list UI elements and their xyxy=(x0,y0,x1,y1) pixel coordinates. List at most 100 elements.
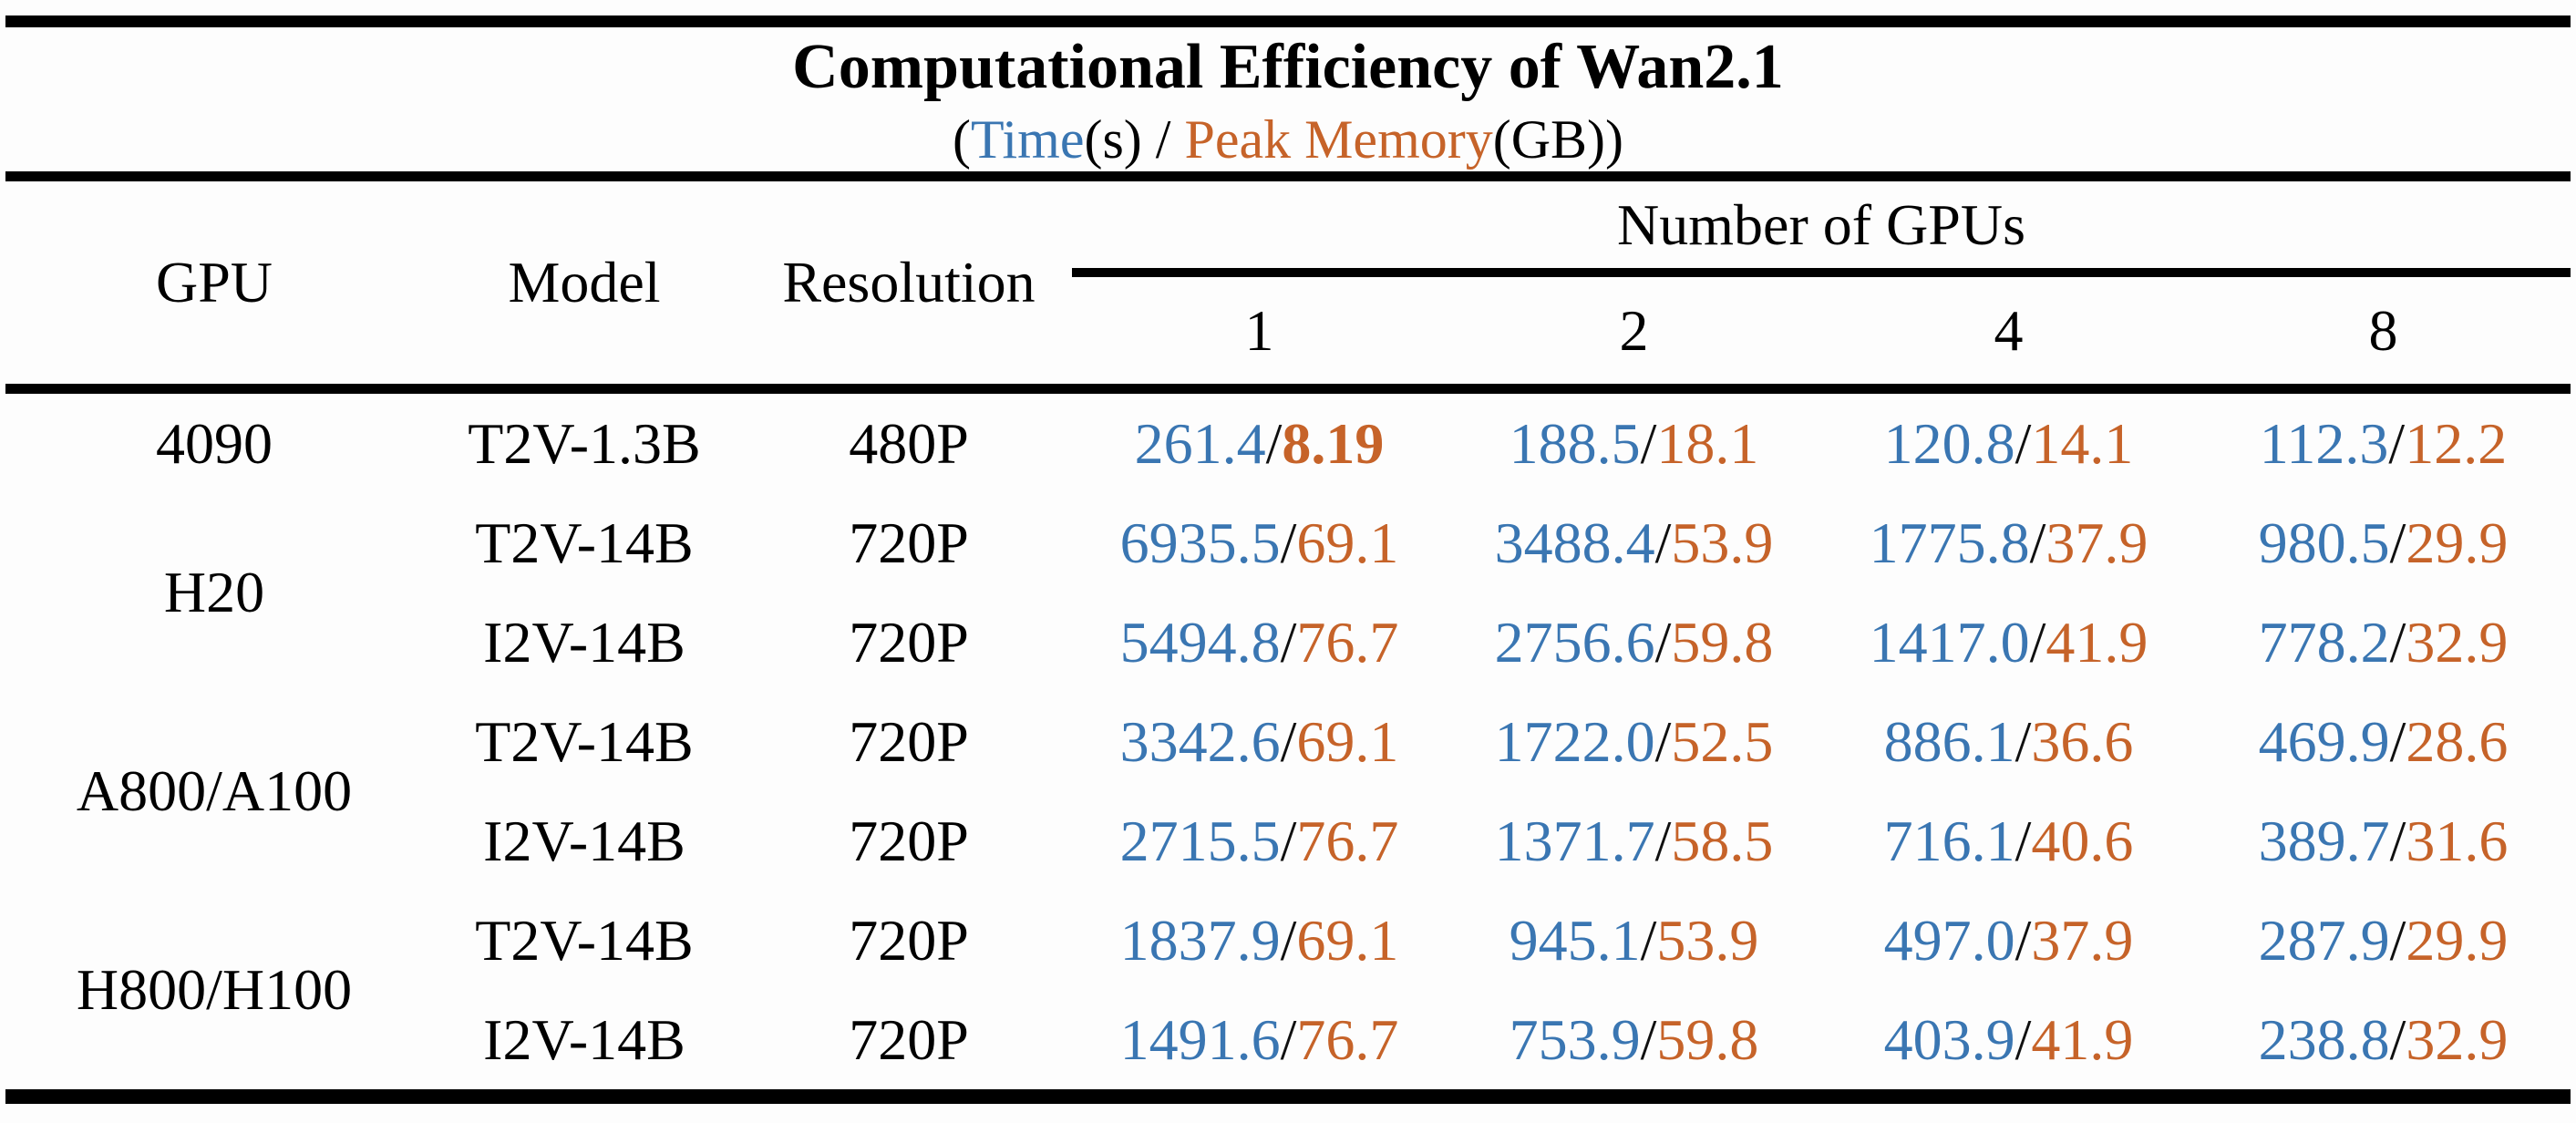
memory-value: 76.7 xyxy=(1296,609,1399,675)
subtitle-slash: / xyxy=(1141,109,1185,170)
efficiency-cell: 1417.0/41.9 xyxy=(1821,592,2196,692)
memory-value: 18.1 xyxy=(1656,410,1759,476)
time-value: 1775.8 xyxy=(1869,510,2030,575)
efficiency-cell: 716.1/40.6 xyxy=(1821,791,2196,891)
time-value: 238.8 xyxy=(2258,1006,2390,1072)
efficiency-cell: 2715.5/76.7 xyxy=(1072,791,1447,891)
efficiency-cell: 188.5/18.1 xyxy=(1447,394,1821,493)
time-value: 3342.6 xyxy=(1119,708,1281,774)
resolution-cell: 720P xyxy=(849,808,969,873)
value-separator: / xyxy=(2014,907,2032,973)
value-separator: / xyxy=(2014,410,2032,476)
memory-value: 29.9 xyxy=(2406,510,2509,575)
memory-value: 52.5 xyxy=(1671,708,1774,774)
time-value: 497.0 xyxy=(1883,907,2015,973)
gpu-cell: H800/H100 xyxy=(76,957,353,1022)
col-header-gpu: GPU xyxy=(155,250,273,314)
time-value: 469.9 xyxy=(2258,708,2390,774)
efficiency-cell: 112.3/12.2 xyxy=(2196,394,2571,493)
col-header-model: Model xyxy=(508,250,661,314)
efficiency-cell: 3488.4/53.9 xyxy=(1447,493,1821,592)
memory-value: 41.9 xyxy=(2045,609,2148,675)
col-header-gpus-8: 8 xyxy=(2368,297,2398,363)
time-value: 1417.0 xyxy=(1869,609,2030,675)
time-value: 980.5 xyxy=(2258,510,2390,575)
model-cell: I2V-14B xyxy=(483,1006,685,1072)
memory-value: 37.9 xyxy=(2031,907,2134,973)
memory-value: 58.5 xyxy=(1671,808,1774,873)
time-value: 778.2 xyxy=(2258,609,2390,675)
col-header-gpus-2: 2 xyxy=(1619,297,1649,363)
resolution-cell: 720P xyxy=(849,1006,969,1072)
time-value: 2756.6 xyxy=(1494,609,1655,675)
value-separator: / xyxy=(1654,510,1672,575)
time-value: 389.7 xyxy=(2258,808,2390,873)
memory-value: 29.9 xyxy=(2406,907,2509,973)
resolution-cell: 720P xyxy=(849,510,969,575)
table-row: 4090 T2V-1.3B 480P 261.4/8.19 188.5/18.1… xyxy=(5,394,2571,493)
table-rule-below-header xyxy=(5,384,2571,394)
memory-value: 32.9 xyxy=(2406,609,2509,675)
memory-value: 31.6 xyxy=(2406,808,2509,873)
time-value: 886.1 xyxy=(1883,708,2015,774)
memory-value: 40.6 xyxy=(2031,808,2134,873)
col-header-gpus-4: 4 xyxy=(1994,297,2024,363)
efficiency-cell: 238.8/32.9 xyxy=(2196,990,2571,1089)
value-separator: / xyxy=(1640,907,1657,973)
value-separator: / xyxy=(1280,808,1297,873)
value-separator: / xyxy=(1654,609,1672,675)
value-separator: / xyxy=(2389,708,2406,774)
value-separator: / xyxy=(1280,609,1297,675)
value-separator: / xyxy=(1280,1006,1297,1072)
header-table: GPU Model Resolution Number of GPUs 1 2 … xyxy=(5,181,2571,384)
memory-value: 69.1 xyxy=(1296,708,1399,774)
value-separator: / xyxy=(1280,708,1297,774)
time-value: 2715.5 xyxy=(1119,808,1281,873)
time-value: 6935.5 xyxy=(1119,510,1281,575)
efficiency-cell: 1491.6/76.7 xyxy=(1072,990,1447,1089)
time-value: 112.3 xyxy=(2259,410,2389,476)
efficiency-cell: 753.9/59.8 xyxy=(1447,990,1821,1089)
table-rule-top xyxy=(5,15,2571,27)
value-separator: / xyxy=(1640,1006,1657,1072)
efficiency-cell: 6935.5/69.1 xyxy=(1072,493,1447,592)
value-separator: / xyxy=(1640,410,1657,476)
memory-value: 53.9 xyxy=(1656,907,1759,973)
table-row: H800/H100 T2V-14B 720P 1837.9/69.1 945.1… xyxy=(5,891,2571,1023)
value-separator: / xyxy=(2014,708,2032,774)
memory-value: 41.9 xyxy=(2031,1006,2134,1072)
time-value: 716.1 xyxy=(1883,808,2015,873)
table-row: I2V-14B 720P 1491.6/76.7 753.9/59.8 403.… xyxy=(5,990,2571,1089)
gpu-cell: A800/A100 xyxy=(76,758,353,823)
table-caption: Computational Efficiency of Wan2.1 (Time… xyxy=(5,27,2571,171)
efficiency-cell: 886.1/36.6 xyxy=(1821,692,2196,791)
efficiency-cell: 1775.8/37.9 xyxy=(1821,493,2196,592)
value-separator: / xyxy=(2389,1006,2406,1072)
memory-value: 59.8 xyxy=(1656,1006,1759,1072)
efficiency-cell: 1837.9/69.1 xyxy=(1072,891,1447,990)
header-row-group: GPU Model Resolution Number of GPUs xyxy=(5,181,2571,314)
value-separator: / xyxy=(2389,808,2406,873)
subtitle-close-paren: ) xyxy=(1605,109,1624,170)
value-separator: / xyxy=(1265,410,1283,476)
table-rule-bottom xyxy=(5,1089,2571,1104)
table-title: Computational Efficiency of Wan2.1 xyxy=(792,32,1784,102)
efficiency-cell: 287.9/29.9 xyxy=(2196,891,2571,990)
efficiency-cell: 1722.0/52.5 xyxy=(1447,692,1821,791)
efficiency-cell: 389.7/31.6 xyxy=(2196,791,2571,891)
table-subtitle: (Time(s) / Peak Memory(GB)) xyxy=(5,108,2571,171)
efficiency-cell: 778.2/32.9 xyxy=(2196,592,2571,692)
value-separator: / xyxy=(2029,609,2046,675)
subtitle-time-label: Time xyxy=(970,109,1085,170)
subtitle-time-unit: (s) xyxy=(1084,109,1142,170)
efficiency-cell: 945.1/53.9 xyxy=(1447,891,1821,990)
efficiency-cell: 403.9/41.9 xyxy=(1821,990,2196,1089)
value-separator: / xyxy=(1654,708,1672,774)
memory-value: 32.9 xyxy=(2406,1006,2509,1072)
time-value: 261.4 xyxy=(1134,410,1266,476)
value-separator: / xyxy=(1280,510,1297,575)
time-value: 120.8 xyxy=(1883,410,2015,476)
header-row-gpu-counts: 1 2 4 8 xyxy=(5,273,2571,384)
value-separator: / xyxy=(2388,410,2406,476)
